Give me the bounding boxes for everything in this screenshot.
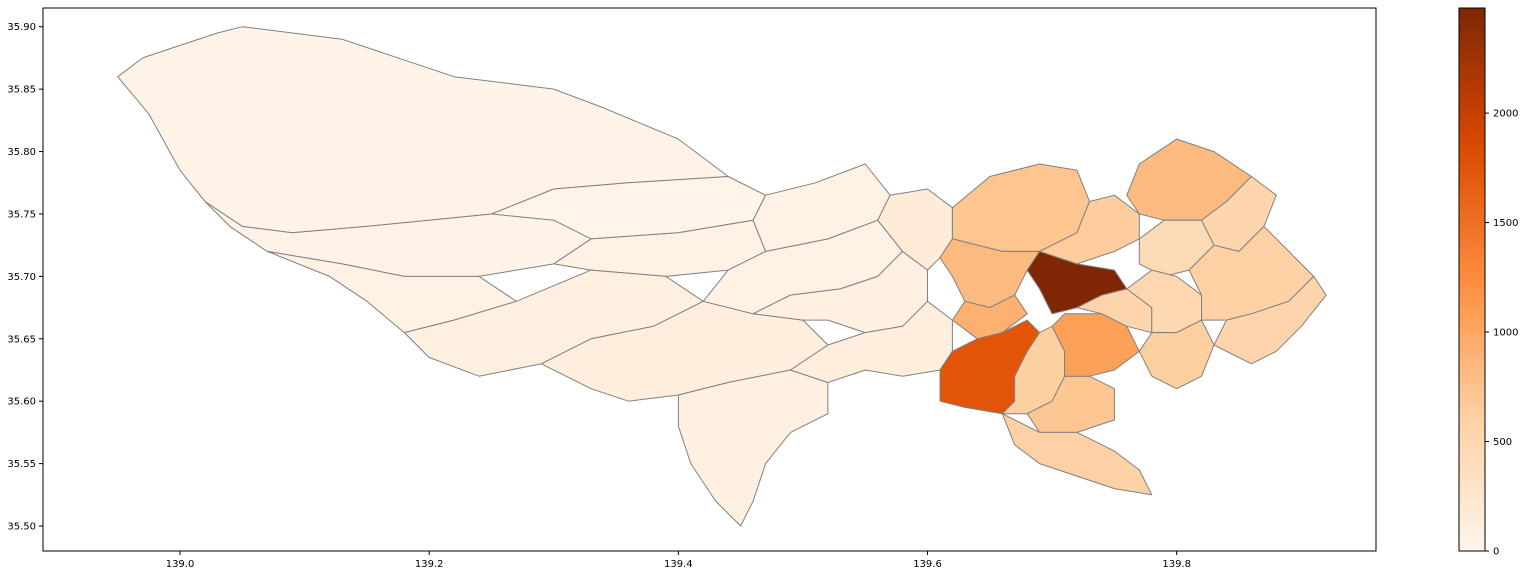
plot-frame	[42, 7, 1377, 552]
y-tick-label: 35.80	[7, 147, 36, 158]
map-region	[939, 238, 1041, 309]
y-tick-label: 35.70	[7, 272, 36, 283]
colorbar-ticks: 0 500 1000 1500 2000	[1485, 109, 1518, 558]
colorbar-tick-label: 1000	[1493, 328, 1518, 339]
y-tick-label: 35.90	[7, 22, 36, 33]
colorbar	[1458, 7, 1486, 552]
x-tick-label: 139.0	[166, 559, 195, 570]
x-axis: 139.0 139.2 139.4 139.6 139.8	[166, 551, 1191, 570]
map-region	[1213, 275, 1327, 365]
colorbar-tick-label: 0	[1493, 547, 1499, 558]
x-tick-label: 139.8	[1162, 559, 1191, 570]
colorbar-tick-label: 500	[1493, 437, 1512, 448]
colorbar-tick-label: 1500	[1493, 218, 1518, 229]
map-regions	[117, 26, 1327, 527]
map-region	[1051, 313, 1140, 377]
map-region	[1138, 319, 1215, 390]
y-tick-label: 35.50	[7, 522, 36, 533]
map-region	[1001, 413, 1153, 496]
x-tick-label: 139.2	[415, 559, 444, 570]
x-tick-label: 139.4	[664, 559, 693, 570]
y-axis: 35.50 35.55 35.60 35.65 35.70 35.75 35.80 35.85…	[7, 22, 43, 533]
y-tick-label: 35.85	[7, 85, 36, 96]
y-tick-label: 35.55	[7, 459, 36, 470]
colorbar-tick-label: 2000	[1493, 109, 1518, 120]
y-tick-label: 35.60	[7, 397, 36, 408]
y-tick-label: 35.75	[7, 209, 36, 220]
y-tick-label: 35.65	[7, 334, 36, 345]
x-tick-label: 139.6	[913, 559, 942, 570]
